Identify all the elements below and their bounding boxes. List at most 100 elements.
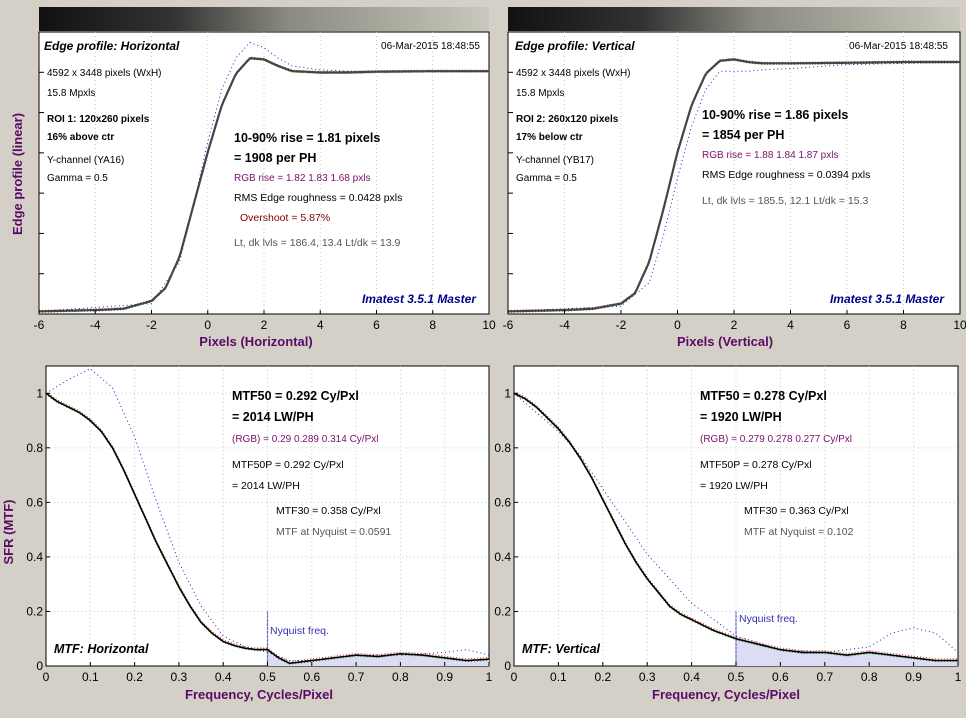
- x-tick-label: -2: [616, 318, 627, 332]
- edge-v-x-label: Pixels (Vertical): [677, 334, 773, 349]
- mtf-h-nyq-value: MTF at Nyquist = 0.0591: [276, 526, 391, 538]
- x-tick-label: 8: [900, 318, 907, 332]
- mtf-v-lwph: = 1920 LW/PH: [700, 410, 782, 424]
- edge-v-series: [508, 57, 960, 313]
- blue-channel-line: [514, 392, 958, 653]
- x-tick-label: 0.1: [550, 670, 567, 684]
- edge-v-gamma: Gamma = 0.5: [516, 173, 577, 184]
- edge-v-title: Edge profile: Vertical: [515, 39, 635, 53]
- edge-v-per-ph: = 1854 per PH: [702, 128, 784, 142]
- measured-line: [508, 58, 960, 313]
- tonal-gradient-strip: [508, 7, 960, 31]
- x-tick-label: 4: [787, 318, 794, 332]
- mtf-v-mtf50p: MTF50P = 0.278 Cy/Pxl: [700, 459, 812, 471]
- y-tick-label: 0: [36, 659, 43, 673]
- edge-h-gamma: Gamma = 0.5: [47, 173, 108, 184]
- green-channel-line: [46, 393, 489, 665]
- mtf-v-x-label: Frequency, Cycles/Pixel: [652, 687, 800, 702]
- edge-v-plot-area: [507, 31, 961, 315]
- x-tick-label: 6: [373, 318, 380, 332]
- edge-v-rise: 10-90% rise = 1.86 pixels: [702, 108, 848, 122]
- y-tick-label: 0.4: [26, 550, 43, 564]
- mtf-h-series: [46, 368, 489, 665]
- x-tick-label: 0.8: [392, 670, 409, 684]
- edge-h-brand: Imatest 3.5.1 Master: [362, 292, 477, 306]
- edge-h-rise: 10-90% rise = 1.81 pixels: [234, 131, 380, 145]
- x-tick-label: 0.4: [215, 670, 232, 684]
- x-tick-label: 0.2: [126, 670, 143, 684]
- x-tick-label: -2: [146, 318, 157, 332]
- blue-channel-line: [508, 61, 960, 312]
- mtf-h-lwph-p: = 2014 LW/PH: [232, 480, 300, 492]
- edge-v-rms: RMS Edge roughness = 0.0394 pxls: [702, 169, 870, 181]
- nyquist-area: [267, 649, 489, 666]
- x-tick-label: 0.3: [171, 670, 188, 684]
- x-tick-label: 0.8: [861, 670, 878, 684]
- measured-line: [39, 57, 489, 313]
- x-tick-label: 0: [43, 670, 50, 684]
- mtf-v-mtf30: MTF30 = 0.363 Cy/Pxl: [744, 505, 849, 517]
- edge-h-per-ph: = 1908 per PH: [234, 151, 316, 165]
- mtf-h-mtf50p: MTF50P = 0.292 Cy/Pxl: [232, 459, 344, 471]
- x-tick-label: 1: [486, 670, 493, 684]
- edge-v-brand: Imatest 3.5.1 Master: [830, 292, 945, 306]
- mtf-v-lwph-p: = 1920 LW/PH: [700, 480, 768, 492]
- edge-v-x-ticks: -6 -4 -2 0 2 4 6 8 10: [503, 71, 966, 332]
- mtf-h-ticks: 0 0.1 0.2 0.3 0.4 0.5 0.6 0.7 0.8 0.9 1 0 0.2 0.4 0.6 0…: [26, 386, 492, 684]
- mtf-h-y-label: SFR (MTF): [1, 500, 16, 565]
- y-tick-label: 0.2: [26, 604, 43, 618]
- mtf-h-lwph: = 2014 LW/PH: [232, 410, 314, 424]
- edge-v-levels: Lt, dk lvls = 185.5, 12.1 Lt/dk = 15.3: [702, 195, 869, 207]
- x-tick-label: 8: [429, 318, 436, 332]
- x-tick-label: 1: [955, 670, 962, 684]
- nyquist-area: [736, 638, 958, 666]
- x-tick-label: -4: [559, 318, 570, 332]
- y-tick-label: 0.2: [494, 604, 511, 618]
- edge-h-mpxls: 15.8 Mpxls: [47, 88, 95, 99]
- edge-h-levels: Lt, dk lvls = 186.4, 13.4 Lt/dk = 13.9: [234, 237, 401, 249]
- blue-channel-line: [46, 368, 489, 661]
- x-tick-label: 10: [953, 318, 966, 332]
- edge-h-rms: RMS Edge roughness = 0.0428 pxls: [234, 192, 402, 204]
- x-tick-label: 0: [204, 318, 211, 332]
- y-tick-label: 0.8: [494, 441, 511, 455]
- x-tick-label: -4: [90, 318, 101, 332]
- x-tick-label: 10: [482, 318, 496, 332]
- x-tick-label: 0: [674, 318, 681, 332]
- mtf-v-name: MTF: Vertical: [522, 642, 601, 656]
- mtf-h-nyquist-label: Nyquist freq.: [270, 625, 329, 637]
- x-tick-label: 0.7: [348, 670, 365, 684]
- edge-h-y-label: Edge profile (linear): [10, 113, 25, 235]
- edge-h-channel: Y-channel (YA16): [47, 155, 124, 166]
- edge-v-pixels: 4592 x 3448 pixels (WxH): [516, 68, 631, 79]
- x-tick-label: 0.2: [594, 670, 611, 684]
- red-channel-line: [46, 391, 489, 663]
- mtf-v-rgb: (RGB) = 0.279 0.278 0.277 Cy/Pxl: [700, 434, 852, 445]
- edge-h-overshoot: Overshoot = 5.87%: [240, 212, 330, 224]
- y-tick-label: 1: [36, 386, 43, 400]
- mtf-v-ticks: 0 0.1 0.2 0.3 0.4 0.5 0.6 0.7 0.8 0.9 1 0 0.2 0.4 0.6 0…: [494, 386, 961, 684]
- edge-h-position: 16% above ctr: [47, 132, 114, 143]
- x-tick-label: 0.3: [639, 670, 656, 684]
- edge-h-title: Edge profile: Horizontal: [44, 39, 180, 53]
- x-tick-label: 0: [511, 670, 518, 684]
- mtf-v-mtf50: MTF50 = 0.278 Cy/Pxl: [700, 389, 827, 403]
- mtf-h-mtf50: MTF50 = 0.292 Cy/Pxl: [232, 389, 359, 403]
- x-tick-label: 0.6: [772, 670, 789, 684]
- y-tick-label: 1: [504, 386, 511, 400]
- measured-line: [46, 392, 489, 665]
- x-tick-label: 0.6: [303, 670, 320, 684]
- y-tick-label: 0.6: [26, 495, 43, 509]
- x-tick-label: 0.9: [905, 670, 922, 684]
- y-tick-label: 0.8: [26, 441, 43, 455]
- edge-h-date: 06-Mar-2015 18:48:55: [381, 41, 480, 52]
- edge-h-plot-area: [38, 31, 490, 315]
- mtf-h-name: MTF: Horizontal: [54, 642, 149, 656]
- edge-v-date: 06-Mar-2015 18:48:55: [849, 41, 948, 52]
- edge-v-roi: ROI 2: 260x120 pixels: [516, 114, 619, 125]
- mtf-h-rgb: (RGB) = 0.29 0.289 0.314 Cy/Pxl: [232, 434, 378, 445]
- measured-line: [514, 392, 958, 662]
- mtf-v-nyquist-label: Nyquist freq.: [739, 613, 798, 625]
- mtf-v-nyq-value: MTF at Nyquist = 0.102: [744, 526, 854, 538]
